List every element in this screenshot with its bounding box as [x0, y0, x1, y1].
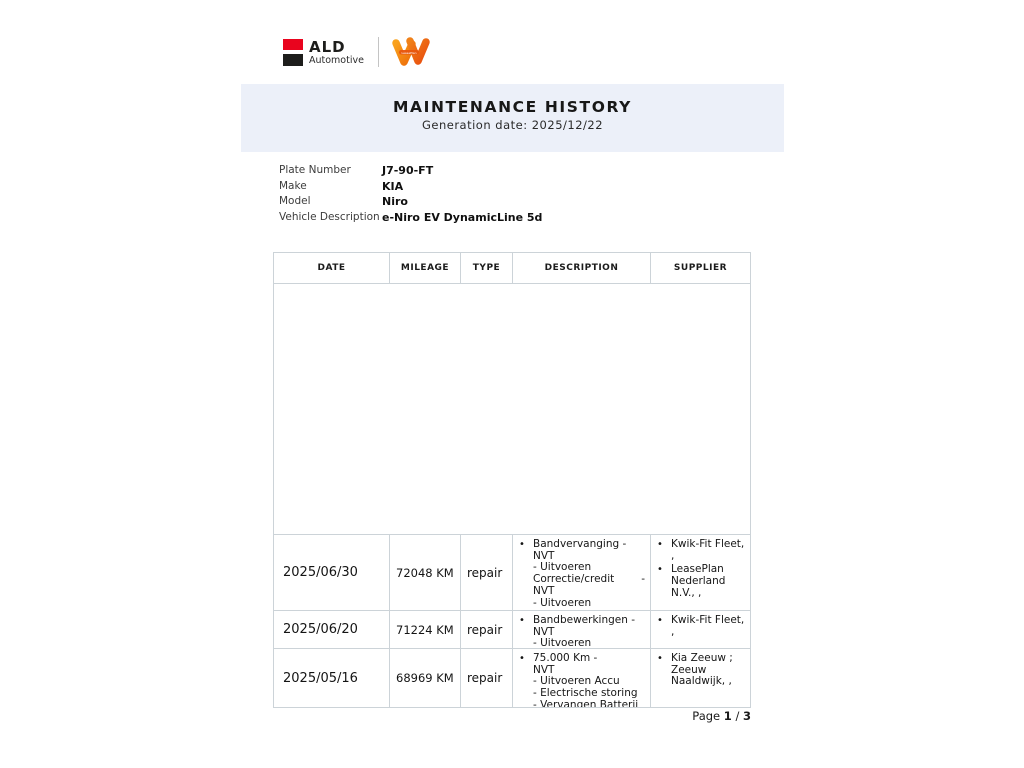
supplier-item: • Kia Zeeuw ; Zeeuw Naaldwijk, , [657, 652, 733, 688]
ald-logo-title: ALD [309, 37, 346, 56]
title-band: MAINTENANCE HISTORY Generation date: 202… [241, 84, 784, 152]
table-row: 2025/05/16 68969 KM repair • 75.000 Km -… [274, 648, 750, 707]
ald-logo-text: ALD Automotive [309, 39, 364, 66]
bullet-icon: • [657, 564, 663, 576]
field-value: J7-90-FT [382, 164, 434, 177]
maintenance-history-table: DATE MILEAGE TYPE DESCRIPTION SUPPLIER 2… [273, 252, 751, 708]
field-value: e-Niro EV DynamicLine 5d [382, 210, 543, 224]
field-value: Niro [382, 195, 408, 208]
field-label: Vehicle Description [279, 210, 380, 223]
bullet-icon: • [519, 539, 525, 550]
cell-type: repair [461, 535, 513, 610]
cell-description: • 75.000 Km - NVT - Uitvoeren Accu - Ele… [513, 649, 651, 707]
column-header-mileage: MILEAGE [390, 253, 461, 283]
bullet-icon: • [657, 539, 663, 550]
bullet-icon: • [519, 653, 525, 664]
cell-date: 2025/06/30 [274, 535, 390, 610]
field-label: Model [279, 195, 311, 207]
description-item: • 75.000 Km - NVT - Uitvoeren Accu - Ele… [517, 652, 645, 707]
bullet-icon: • [657, 653, 663, 664]
leaseplan-w-logo-icon: LeasePlan [392, 37, 430, 66]
cell-mileage: 71224 KM [390, 611, 461, 648]
vehicle-field-model: Model Niro [279, 194, 751, 210]
vehicle-field-plate: Plate Number J7-90-FT [279, 163, 751, 179]
description-item: • Bandbewerkingen - NVT - Uitvoeren [517, 614, 645, 648]
page-label: Page [692, 709, 721, 723]
page-separator: / [735, 709, 740, 723]
bullet-icon: • [657, 615, 663, 626]
field-value: KIA [382, 179, 404, 193]
cell-type: repair [461, 611, 513, 648]
column-header-type: TYPE [461, 253, 513, 283]
table-row: 2025/06/20 71224 KM repair • Bandbewerki… [274, 610, 750, 648]
table-empty-space [274, 284, 750, 534]
generation-date: Generation date: 2025/12/22 [421, 118, 604, 132]
column-header-description: DESCRIPTION [513, 253, 651, 283]
ald-logo-black-block [283, 53, 303, 66]
ald-logo-red-block [283, 38, 303, 50]
vehicle-info: Plate Number J7-90-FT Make KIA Model Nir… [274, 163, 751, 225]
ald-logo-white-bar [283, 49, 303, 54]
cell-description: • Bandvervanging - NVT - Uitvoeren Corre… [513, 535, 651, 610]
cell-supplier: • Kwik-Fit Fleet, , • LeasePlan Nederlan… [651, 535, 750, 610]
description-item: • Bandvervanging - NVT - Uitvoeren Corre… [519, 538, 645, 609]
bullet-icon: • [519, 615, 525, 626]
column-header-supplier: SUPPLIER [673, 263, 728, 273]
brand-header: ALD Automotive LeasePlan [283, 33, 433, 71]
cell-mileage: 72048 KM [390, 535, 461, 610]
cell-supplier: • Kia Zeeuw ; Zeeuw Naaldwijk, , [651, 649, 750, 707]
cell-supplier: • Kwik-Fit Fleet, , [651, 611, 750, 648]
page-total: 3 [742, 709, 751, 723]
field-label: Plate Number [279, 164, 351, 176]
supplier-item: • Kwik-Fit Fleet, , [657, 614, 745, 638]
cell-date: 2025/05/16 [274, 649, 390, 707]
page-current: 1 [723, 709, 732, 723]
pagination: Page 1 / 3 [273, 709, 751, 723]
column-header-date: DATE [274, 253, 390, 283]
table-header-row: DATE MILEAGE TYPE DESCRIPTION SUPPLIER [274, 253, 750, 284]
table-row: 2025/06/30 72048 KM repair • Bandvervang… [274, 534, 750, 610]
ald-automotive-logo-icon [283, 38, 303, 66]
logo-divider [377, 37, 379, 67]
ald-logo-subtitle: Automotive [309, 54, 364, 66]
vehicle-field-make: Make KIA [279, 179, 751, 195]
svg-text:LeasePlan: LeasePlan [401, 51, 416, 55]
supplier-item: • Kwik-Fit Fleet, , [657, 538, 745, 562]
supplier-item: • LeasePlan Nederland N.V., , [657, 563, 726, 599]
vehicle-field-description: Vehicle Description e-Niro EV DynamicLin… [279, 210, 751, 226]
cell-mileage: 68969 KM [390, 649, 461, 707]
cell-description: • Bandbewerkingen - NVT - Uitvoeren [513, 611, 651, 648]
field-label: Make [279, 179, 307, 192]
cell-date: 2025/06/20 [274, 611, 390, 648]
page-title: MAINTENANCE HISTORY [393, 98, 632, 116]
cell-type: repair [461, 649, 513, 707]
